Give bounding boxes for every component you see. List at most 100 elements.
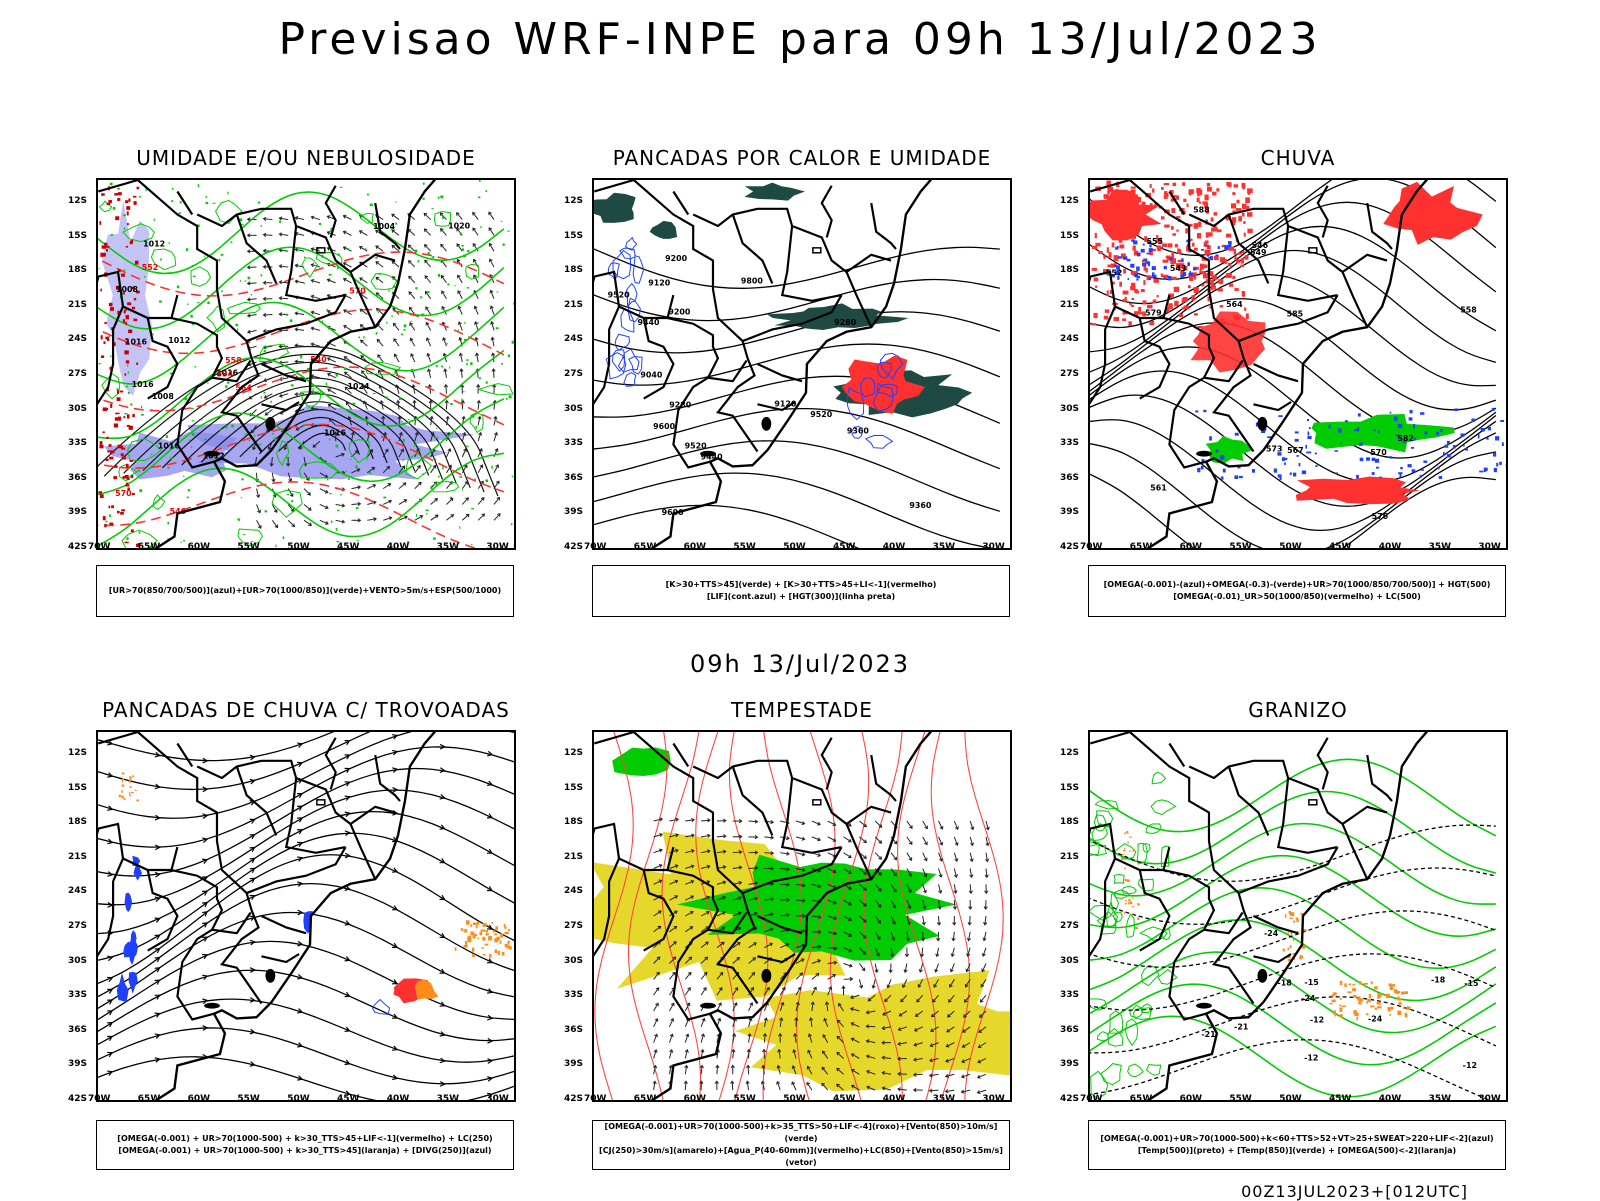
contour-label: 9440 (637, 318, 660, 327)
longitude-tick-label: 50W (783, 542, 805, 552)
legend-line: [K>30+TTS>45](verde) + [K>30+TTS>45+LI<-… (597, 579, 1005, 591)
contour-label: -15 (1464, 979, 1478, 988)
longitude-tick-label: 65W (1130, 1094, 1152, 1104)
longitude-tick-label: 30W (982, 1094, 1004, 1104)
contour-label: 558 (225, 356, 242, 365)
latitude-tick-label: 24S (68, 334, 87, 344)
latitude-tick-label: 15S (564, 783, 583, 793)
latitude-tick-label: 36S (1060, 1025, 1079, 1035)
latitude-tick-label: 18S (1060, 817, 1079, 827)
longitude-tick-label: 45W (1329, 1094, 1351, 1104)
longitude-tick-label: 50W (287, 1094, 309, 1104)
latitude-tick-label: 36S (564, 1025, 583, 1035)
latitude-tick-label: 12S (1060, 196, 1079, 206)
longitude-tick-label: 70W (584, 1094, 606, 1104)
latitude-tick-label: 21S (1060, 300, 1079, 310)
contour-label: 9360 (909, 501, 932, 510)
latitude-tick-label: 27S (68, 369, 87, 379)
legend-line: [OMEGA(-0.001)+UR>70(1000-500)+k>35_TTS>… (597, 1121, 1005, 1145)
latitude-tick-label: 42S (564, 542, 583, 552)
contour-label: 1016 (125, 337, 148, 346)
latitude-tick-label: 18S (68, 817, 87, 827)
longitude-tick-label: 50W (1279, 1094, 1301, 1104)
longitude-tick-label: 35W (1429, 1094, 1451, 1104)
longitude-tick-label: 60W (188, 1094, 210, 1104)
latitude-tick-label: 12S (564, 196, 583, 206)
contour-label: 582 (1397, 434, 1414, 443)
latitude-tick-label: 24S (564, 334, 583, 344)
legend-line: [LIF](cont.azul) + [HGT(300)](linha pret… (597, 591, 1005, 603)
latitude-tick-label: 24S (1060, 334, 1079, 344)
longitude-tick-label: 40W (883, 542, 905, 552)
contour-label: -12 (1304, 1054, 1318, 1063)
contour-label: 558 (1460, 305, 1477, 314)
contour-label: -15 (1304, 978, 1318, 987)
longitude-tick-label: 35W (1429, 542, 1451, 552)
panel-legend: [K>30+TTS>45](verde) + [K>30+TTS>45+LI<-… (592, 565, 1010, 617)
longitude-tick-label: 30W (1478, 1094, 1500, 1104)
panel-title: GRANIZO (1088, 698, 1508, 722)
latitude-tick-label: 39S (68, 507, 87, 517)
contour-label: 9360 (847, 427, 870, 436)
panel-legend: [OMEGA(-0.001)+UR>70(1000-500)+k>35_TTS>… (592, 1120, 1010, 1170)
longitude-tick-label: 65W (1130, 542, 1152, 552)
longitude-tick-label: 45W (337, 542, 359, 552)
contour-label: -21 (1201, 1030, 1215, 1039)
latitude-tick-label: 27S (564, 369, 583, 379)
latitude-tick-label: 30S (68, 956, 87, 966)
longitude-tick-label: 55W (1229, 1094, 1251, 1104)
latitude-tick-label: 18S (68, 265, 87, 275)
contour-label: 567 (1287, 446, 1304, 455)
latitude-tick-label: 30S (564, 956, 583, 966)
latitude-tick-label: 42S (68, 1094, 87, 1104)
longitude-tick-label: 40W (387, 1094, 409, 1104)
longitude-tick-label: 60W (684, 542, 706, 552)
panel-legend: [OMEGA(-0.001) + UR>70(1000-500) + k>30_… (96, 1120, 514, 1170)
longitude-tick-label: 30W (486, 1094, 508, 1104)
footer-run-label: 00Z13JUL2023+[012UTC] (1241, 1182, 1468, 1201)
longitude-tick-label: 45W (833, 542, 855, 552)
latitude-tick-label: 42S (1060, 542, 1079, 552)
longitude-tick-label: 60W (188, 542, 210, 552)
longitude-tick-label: 70W (1080, 542, 1102, 552)
longitude-tick-label: 70W (88, 1094, 110, 1104)
latitude-tick-label: 42S (68, 542, 87, 552)
forecast-map (96, 730, 516, 1102)
longitude-tick-label: 50W (783, 1094, 805, 1104)
longitude-tick-label: 45W (337, 1094, 359, 1104)
contour-label: 588 (1193, 205, 1210, 214)
longitude-tick-label: 65W (634, 542, 656, 552)
longitude-tick-label: 35W (437, 542, 459, 552)
panel-title: CHUVA (1088, 146, 1508, 170)
contour-label: 9040 (640, 370, 663, 379)
latitude-tick-label: 33S (564, 438, 583, 448)
latitude-tick-label: 36S (68, 1025, 87, 1035)
contour-label: -12 (1463, 1061, 1477, 1070)
latitude-tick-label: 39S (564, 507, 583, 517)
longitude-tick-label: 65W (138, 1094, 160, 1104)
latitude-tick-label: 30S (1060, 956, 1079, 966)
longitude-tick-label: 70W (584, 542, 606, 552)
latitude-tick-label: 21S (1060, 852, 1079, 862)
contour-label: 561 (1150, 484, 1167, 493)
contour-label: 9280 (834, 318, 857, 327)
contour-label: 570 (115, 489, 132, 498)
latitude-tick-label: 18S (1060, 265, 1079, 275)
legend-line: [UR>70(850/700/500)](azul)+[UR>70(1000/8… (101, 585, 509, 597)
contour-label: 9600 (653, 422, 676, 431)
map-canvas (594, 732, 1010, 1100)
latitude-tick-label: 24S (1060, 886, 1079, 896)
longitude-tick-label: 35W (933, 1094, 955, 1104)
latitude-tick-label: 36S (68, 473, 87, 483)
contour-label: 1016 (324, 429, 347, 438)
longitude-tick-label: 40W (1379, 1094, 1401, 1104)
map-canvas: 1012101610161016102010241016101210081004… (98, 180, 514, 548)
contour-label: 579 (1145, 308, 1162, 317)
contour-label: 9520 (810, 410, 833, 419)
panel-legend: [OMEGA(-0.001)-(azul)+OMEGA(-0.3)-(verde… (1088, 565, 1506, 617)
map-canvas: 9520960096009520944093609280920091209040… (594, 180, 1010, 548)
contour-label: 546 (1252, 241, 1269, 250)
contour-label: -24 (1264, 929, 1279, 938)
